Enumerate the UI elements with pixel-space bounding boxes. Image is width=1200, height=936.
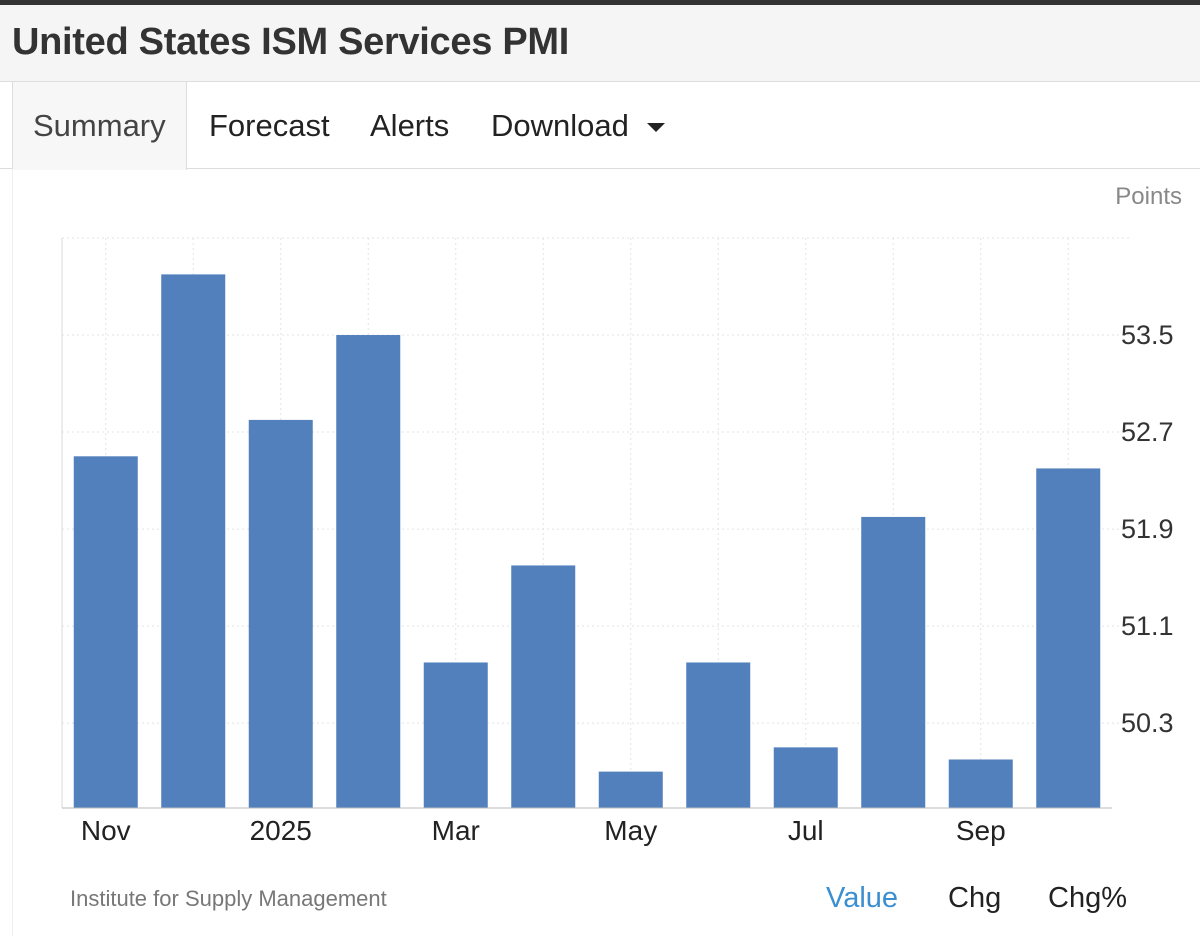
tab-forecast-label: Forecast (209, 108, 330, 143)
x-tick-label: Sep (956, 815, 1006, 846)
bar (948, 759, 1013, 808)
tab-forecast[interactable]: Forecast (209, 82, 330, 169)
y-tick-label: 51.9 (1121, 514, 1174, 544)
x-tick-label: Jul (788, 815, 824, 846)
x-tick-label: 2025 (250, 815, 312, 846)
bar (773, 747, 838, 808)
bar (161, 274, 226, 809)
y-tick-label: 50.3 (1121, 708, 1174, 738)
y-tick-label: 52.7 (1121, 417, 1174, 447)
bar (423, 662, 488, 808)
tab-download-label: Download (491, 108, 629, 143)
tab-alerts-label: Alerts (370, 108, 450, 143)
tab-alerts[interactable]: Alerts (370, 82, 449, 169)
bar (1036, 468, 1101, 808)
value-toggle[interactable]: Value (826, 882, 899, 914)
x-tick-label: Mar (432, 815, 480, 846)
y-tick-label: 53.5 (1121, 320, 1174, 350)
bar (248, 419, 313, 808)
x-tick-label: Nov (81, 815, 131, 846)
source-label: Institute for Supply Management (70, 886, 387, 911)
title-bar: United States ISM Services PMI (0, 5, 1200, 82)
chg-pct-toggle[interactable]: Chg% (1048, 882, 1127, 914)
chg-toggle[interactable]: Chg (948, 882, 1002, 914)
bar (686, 662, 751, 808)
bar (336, 335, 401, 808)
x-tick-label: May (604, 815, 657, 846)
bar (73, 456, 138, 808)
tab-summary-label: Summary (33, 108, 166, 143)
unit-label: Points (1115, 183, 1182, 210)
bar (861, 516, 926, 808)
page-title: United States ISM Services PMI (12, 21, 569, 63)
tab-bar: Summary Forecast Alerts Download (0, 82, 1200, 170)
caret-down-icon (646, 123, 665, 133)
y-tick-label: 51.1 (1121, 611, 1174, 641)
bar (598, 771, 663, 808)
tab-summary[interactable]: Summary (12, 82, 187, 170)
top-rule (0, 0, 1200, 5)
bar (511, 565, 576, 808)
tab-download[interactable]: Download (491, 82, 665, 169)
chart-panel (12, 169, 1200, 936)
